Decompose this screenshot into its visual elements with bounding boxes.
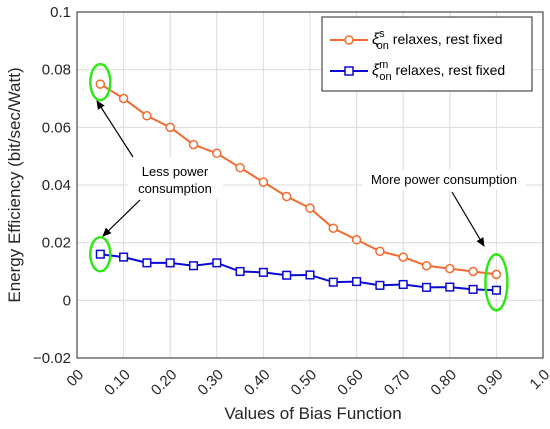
legend-sup-series-1: s: [379, 28, 385, 40]
series-2-line: [100, 253, 497, 292]
series-2-point-4: [188, 261, 199, 271]
y-tick-labels: −0.02 0 0.02 0.04 0.06 0.08 0.1: [33, 4, 71, 367]
plot-area-frame: [76, 11, 544, 359]
y-tick-label-5: 0.08: [42, 62, 71, 79]
series-1-point-14: [421, 260, 432, 271]
series-1-point-8: [281, 191, 292, 202]
x-tick-label-8: 0.80: [427, 366, 460, 399]
series-1-point-10: [328, 223, 339, 233]
series-1-point-17: [491, 269, 502, 280]
series-2-point-10: [328, 277, 338, 287]
highlight-ellipse-bottom-left: [89, 235, 112, 273]
x-tick-label-3: 0.30: [194, 366, 227, 399]
series-1-point-5: [212, 148, 222, 159]
annotation-arrow-down: [102, 199, 141, 237]
series-1-point-4: [188, 139, 199, 150]
annotation-arrow-right: [451, 191, 485, 247]
series-1-point-12: [375, 246, 385, 257]
y-tick-label-2: 0.02: [42, 235, 71, 252]
series-2-point-17: [491, 285, 501, 295]
annotation-more-power: More power consumption: [371, 172, 517, 187]
x-tick-label-6: 0.60: [334, 366, 367, 399]
series-2-point-15: [445, 282, 455, 292]
series-2-point-1: [119, 252, 129, 262]
x-tick-label-10: 1.0: [526, 366, 550, 393]
highlight-ellipse-right: [484, 253, 509, 312]
legend-suffix-series-2: relaxes, rest fixed: [392, 62, 506, 78]
series-1-point-0: [95, 79, 106, 89]
annotation-less-power-line2: consumption: [138, 181, 212, 196]
x-tick-label-9: 0.90: [474, 366, 507, 399]
legend-sup-series-2: m: [379, 59, 388, 71]
series-2-point-5: [212, 258, 222, 268]
series-1-point-16: [468, 266, 478, 277]
legend-label-series-1: ξs on relaxes, rest fixed: [372, 28, 503, 52]
annotation-box-more-power: [363, 170, 525, 190]
x-tick-label-1: 0.10: [101, 366, 134, 399]
series-2-point-9: [305, 270, 315, 280]
x-axis-label: Values of Bias Function: [224, 404, 401, 423]
y-tick-label-6: 0.1: [50, 4, 71, 21]
legend-symbol-series-2: ξ: [372, 62, 380, 79]
series-2-point-12: [375, 280, 385, 290]
series-1-point-6: [235, 162, 245, 173]
series-1-point-15: [445, 263, 455, 274]
series-2-point-8: [282, 270, 292, 280]
x-tick-label-5: 0.50: [288, 366, 321, 399]
series-1-point-13: [398, 252, 408, 262]
legend-symbol-series-1: ξ: [372, 31, 380, 48]
legend-sub-series-2: on: [379, 71, 391, 83]
legend-box: [321, 16, 533, 92]
y-tick-label-3: 0.04: [42, 177, 71, 194]
annotation-box-less-power: [128, 158, 223, 199]
series-1-point-2: [142, 111, 152, 121]
legend-marker-series-1: [344, 35, 354, 45]
annotation-less-power-line1: Less power: [142, 164, 209, 179]
legend: ξs on relaxes, rest fixed ξm on relaxes, r…: [321, 16, 533, 92]
legend-label-series-2: ξm on relaxes, rest fixed: [372, 59, 505, 83]
series-2-point-13: [398, 279, 408, 290]
x-tick-label-7: 0.70: [381, 366, 414, 399]
series-1-point-1: [118, 93, 129, 104]
series-1-point-9: [305, 203, 315, 213]
series-2-point-11: [352, 277, 362, 287]
x-tick-label-2: 0.20: [148, 366, 181, 399]
legend-entry-series-1: ξs on relaxes, rest fixed: [330, 28, 503, 52]
series-2-point-2: [142, 258, 152, 268]
series-2-point-3: [165, 258, 175, 268]
legend-marker-series-2: [344, 66, 354, 76]
y-tick-label-4: 0.06: [42, 119, 71, 136]
series-2-point-16: [468, 284, 478, 294]
x-tick-label-0: 00: [63, 366, 87, 390]
highlight-ellipse-top-left: [89, 62, 112, 102]
x-tick-label-4: 0.40: [241, 366, 274, 399]
series-lines: [95, 79, 502, 295]
legend-sub-series-1: on: [377, 40, 389, 52]
series-2-point-0: [95, 249, 105, 259]
series-1-point-7: [258, 177, 269, 187]
y-tick-label-0: −0.02: [33, 350, 71, 367]
series-1-point-3: [165, 122, 175, 133]
x-tick-labels: 00 0.10 0.20 0.30 0.40 0.50 0.60 0.70 0.80 0.90 1.…: [63, 366, 550, 399]
series-2-point-7: [258, 267, 268, 277]
series-2-point-6: [235, 266, 245, 277]
annotation-arrow-up: [96, 100, 134, 158]
series-1-point-11: [351, 235, 362, 245]
legend-suffix-series-1: relaxes, rest fixed: [389, 31, 503, 47]
series-2-point-14: [421, 282, 432, 292]
y-axis-label: Energy Efficiency (bit/sec/Watt): [5, 67, 24, 302]
y-tick-label-1: 0: [63, 292, 71, 309]
legend-entry-series-2: ξm on relaxes, rest fixed: [330, 59, 505, 83]
